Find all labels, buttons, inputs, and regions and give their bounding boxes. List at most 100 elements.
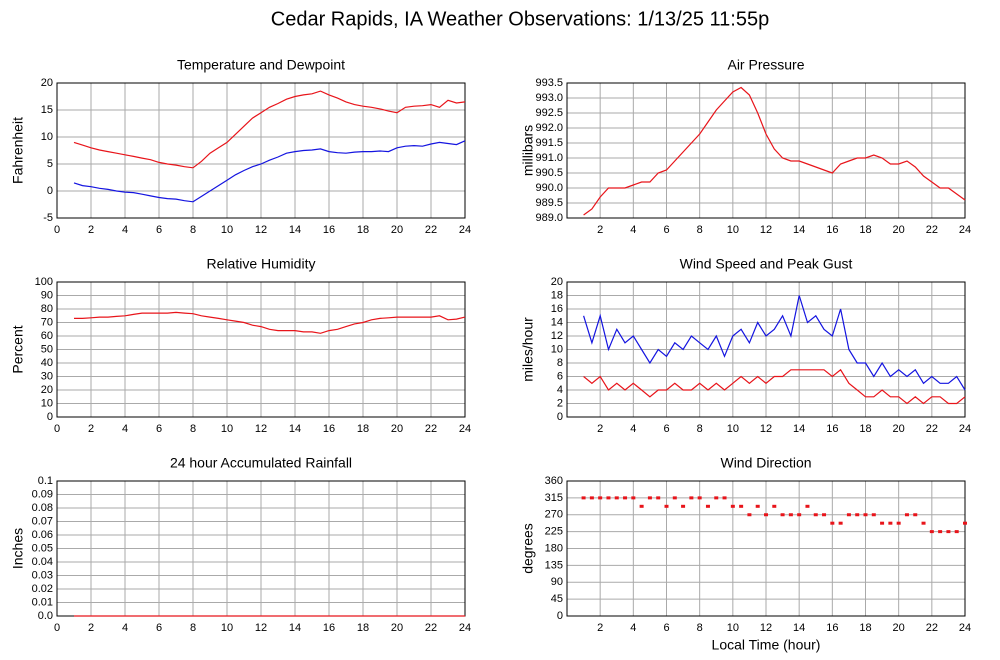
y-tick-label: 0.02 <box>32 583 53 595</box>
x-tick-label: 10 <box>727 423 739 435</box>
y-tick-label: 10 <box>41 397 53 409</box>
point <box>813 513 818 517</box>
x-tick-label: 10 <box>727 622 739 634</box>
series-line <box>73 90 466 169</box>
point <box>606 496 611 500</box>
series-line <box>583 368 966 405</box>
y-tick-label: 992.5 <box>535 107 563 119</box>
y-tick-label: 990.0 <box>535 182 563 194</box>
y-tick-label: 0 <box>557 610 563 622</box>
y-tick-label: 990.5 <box>535 167 563 179</box>
y-tick-label: 5 <box>47 158 53 170</box>
x-tick-label: 8 <box>697 224 703 236</box>
point <box>681 504 686 508</box>
x-tick-label: 24 <box>959 622 971 634</box>
y-tick-label: 0.07 <box>32 515 53 527</box>
point <box>764 513 768 517</box>
y-axis-label: degrees <box>520 523 536 574</box>
point <box>697 496 702 500</box>
x-tick-label: 10 <box>221 622 233 634</box>
y-tick-label: 20 <box>551 276 563 288</box>
x-tick-label: 18 <box>859 224 871 236</box>
x-tick-label: 2 <box>597 622 603 634</box>
y-tick-label: 30 <box>41 370 53 382</box>
x-tick-label: 6 <box>156 622 162 634</box>
y-tick-label: 80 <box>41 303 53 315</box>
point <box>739 504 744 508</box>
y-tick-label: -5 <box>43 212 53 224</box>
point <box>838 521 843 525</box>
x-tick-label: 20 <box>893 423 905 435</box>
plot-frame <box>56 281 466 418</box>
point <box>647 496 652 500</box>
y-axis-label: miles/hour <box>520 317 536 382</box>
x-tick-label: 24 <box>459 423 471 435</box>
y-tick-label: 10 <box>41 131 53 143</box>
y-tick-label: 50 <box>41 343 53 355</box>
x-tick-label: 4 <box>122 622 128 634</box>
y-tick-label: 6 <box>557 370 563 382</box>
point <box>705 504 710 508</box>
x-tick-label: 20 <box>391 423 403 435</box>
x-tick-label: 2 <box>88 423 94 435</box>
y-tick-label: 4 <box>557 384 563 396</box>
point <box>904 513 909 517</box>
x-tick-label: 20 <box>893 622 905 634</box>
point <box>598 496 603 500</box>
point <box>805 504 810 508</box>
x-tick-label: 6 <box>663 224 669 236</box>
y-tick-label: 992.0 <box>535 122 563 134</box>
x-tick-label: 14 <box>289 224 301 236</box>
y-tick-label: 991.0 <box>535 152 563 164</box>
x-tick-label: 16 <box>826 423 838 435</box>
point <box>664 504 669 508</box>
x-tick-label: 20 <box>391 224 403 236</box>
y-tick-label: 45 <box>551 593 563 605</box>
point <box>822 513 827 517</box>
point <box>614 496 619 500</box>
x-tick-label: 12 <box>760 423 772 435</box>
series-line <box>73 140 466 203</box>
y-tick-label: 315 <box>545 492 563 504</box>
chart-title: Temperature and Dewpoint <box>177 57 345 73</box>
x-tick-label: 22 <box>425 224 437 236</box>
x-tick-label: 18 <box>357 423 369 435</box>
plot-frame <box>566 480 966 617</box>
x-tick-label: 2 <box>88 622 94 634</box>
x-tick-label: 6 <box>663 423 669 435</box>
y-tick-label: 0 <box>47 411 53 423</box>
y-tick-label: 18 <box>551 289 563 301</box>
x-tick-label: 18 <box>357 622 369 634</box>
point <box>954 530 959 534</box>
point <box>639 504 644 508</box>
x-tick-label: 4 <box>122 224 128 236</box>
x-tick-label: 8 <box>190 423 196 435</box>
point <box>772 504 777 508</box>
plot-frame <box>566 82 966 219</box>
x-tick-label: 24 <box>959 423 971 435</box>
x-tick-label: 0 <box>54 622 60 634</box>
point <box>722 496 727 500</box>
y-tick-label: 15 <box>41 104 53 116</box>
x-tick-label: 16 <box>323 622 335 634</box>
y-tick-label: 10 <box>551 343 563 355</box>
y-tick-label: 360 <box>545 475 563 487</box>
x-tick-label: 10 <box>727 224 739 236</box>
x-tick-label: 10 <box>221 224 233 236</box>
point <box>714 496 719 500</box>
point <box>780 513 785 517</box>
y-tick-label: 20 <box>41 384 53 396</box>
x-tick-label: 8 <box>190 224 196 236</box>
y-tick-label: 0.01 <box>32 596 53 608</box>
plot-frame <box>56 82 466 219</box>
x-tick-label: 6 <box>156 423 162 435</box>
y-axis-label: Percent <box>10 325 26 373</box>
point <box>797 513 802 517</box>
y-tick-label: 0.1 <box>38 475 53 487</box>
x-tick-label: 12 <box>255 423 267 435</box>
y-tick-label: 90 <box>41 289 53 301</box>
y-tick-label: 270 <box>545 509 563 521</box>
point <box>896 521 901 525</box>
point <box>855 513 860 517</box>
